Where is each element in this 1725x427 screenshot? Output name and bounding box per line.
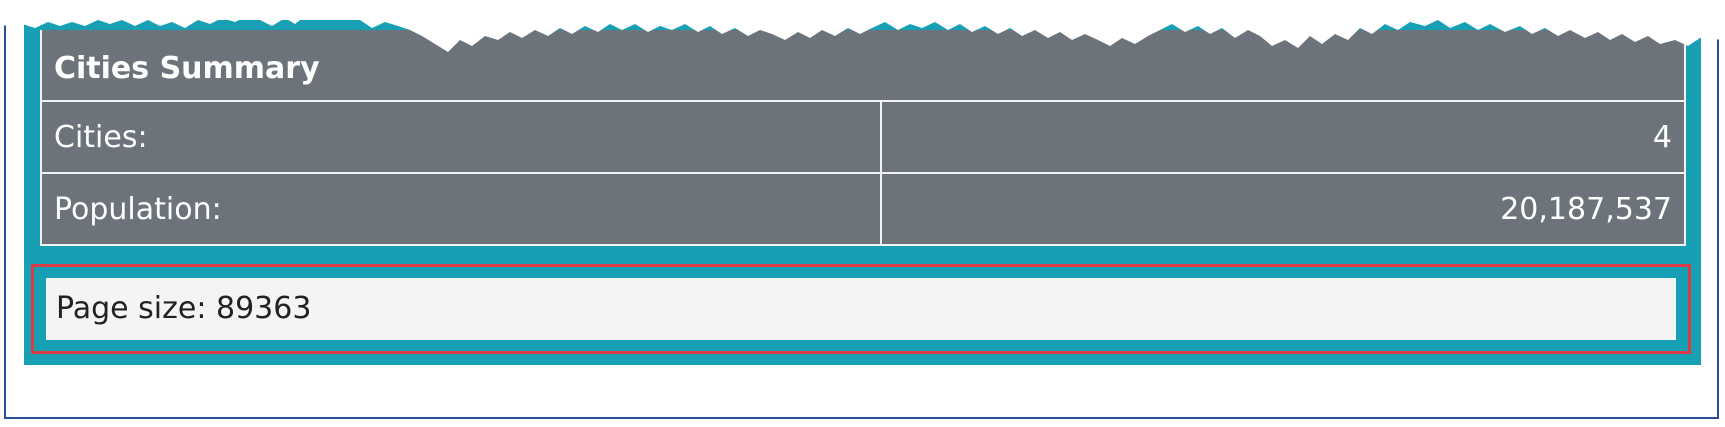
population-label: Population: xyxy=(40,172,882,246)
table-row-cities: Cities: 4 xyxy=(40,100,1686,174)
page-size-label: Page size: 89363 xyxy=(46,278,1676,340)
cities-label: Cities: xyxy=(40,100,882,174)
table-row-population: Population: 20,187,537 xyxy=(40,172,1686,246)
cities-summary-table: Cities Summary Cities: 4 Population: 20,… xyxy=(40,30,1686,246)
table-title: Cities Summary xyxy=(40,30,1686,102)
population-value: 20,187,537 xyxy=(880,172,1686,246)
screenshot-frame xyxy=(4,0,1719,419)
page-size-highlight-box: Page size: 89363 xyxy=(31,264,1691,354)
table-header-row: Cities Summary xyxy=(40,30,1686,102)
cities-value: 4 xyxy=(880,100,1686,174)
